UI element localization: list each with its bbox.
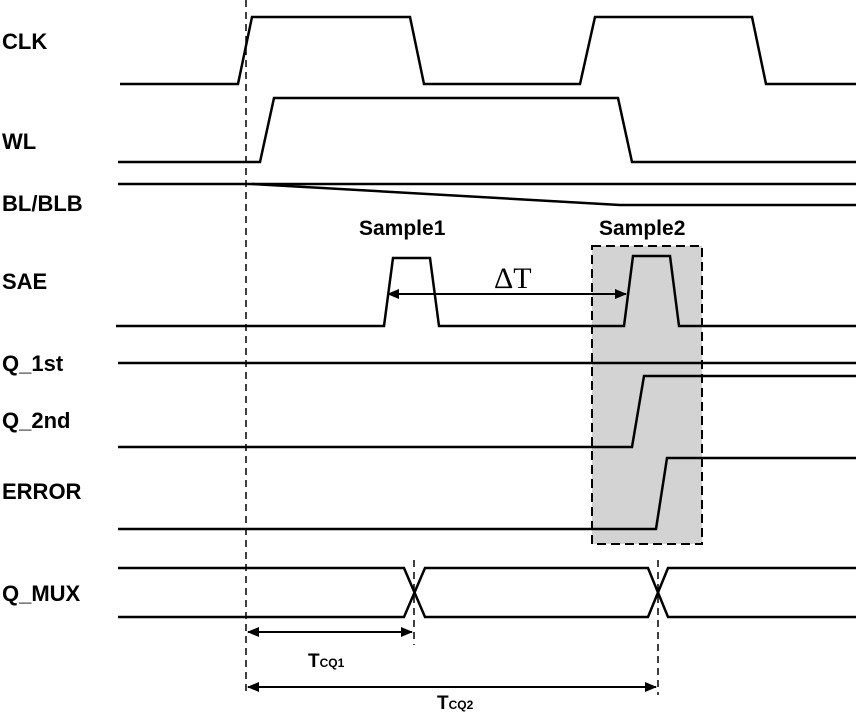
signal-label-error: ERROR xyxy=(2,479,82,504)
sample1-label: Sample1 xyxy=(359,217,446,240)
delta-t-label: ΔT xyxy=(494,262,532,295)
signal-label-q1: Q_1st xyxy=(2,351,64,376)
tcq1-label: TCQ1 xyxy=(308,651,345,672)
tcq2-label: TCQ2 xyxy=(437,693,474,714)
error-waveform xyxy=(118,456,856,531)
q2-waveform xyxy=(118,374,856,449)
signal-label-q2: Q_2nd xyxy=(2,408,70,433)
sae-waveform xyxy=(116,254,856,328)
tcq1-label-main: T xyxy=(308,651,320,672)
signal-label-bl: BL/BLB xyxy=(2,191,83,216)
sample2-label: Sample2 xyxy=(599,217,685,240)
clk-waveform xyxy=(120,15,856,86)
signal-label-clk: CLK xyxy=(2,29,47,54)
blb-waveform xyxy=(251,182,856,207)
tcq2-label-sub: CQ2 xyxy=(449,698,474,712)
tcq1-label-sub: CQ1 xyxy=(320,656,345,670)
signal-label-qmux: Q_MUX xyxy=(2,581,81,606)
wl-waveform xyxy=(118,96,856,164)
qmux-waveform-bottom xyxy=(118,566,856,619)
tcq2-label-main: T xyxy=(437,693,449,714)
signal-label-wl: WL xyxy=(2,129,36,154)
sample2-highlight-box xyxy=(591,245,703,545)
qmux-waveform-top xyxy=(118,566,856,619)
signal-label-sae: SAE xyxy=(2,269,47,294)
